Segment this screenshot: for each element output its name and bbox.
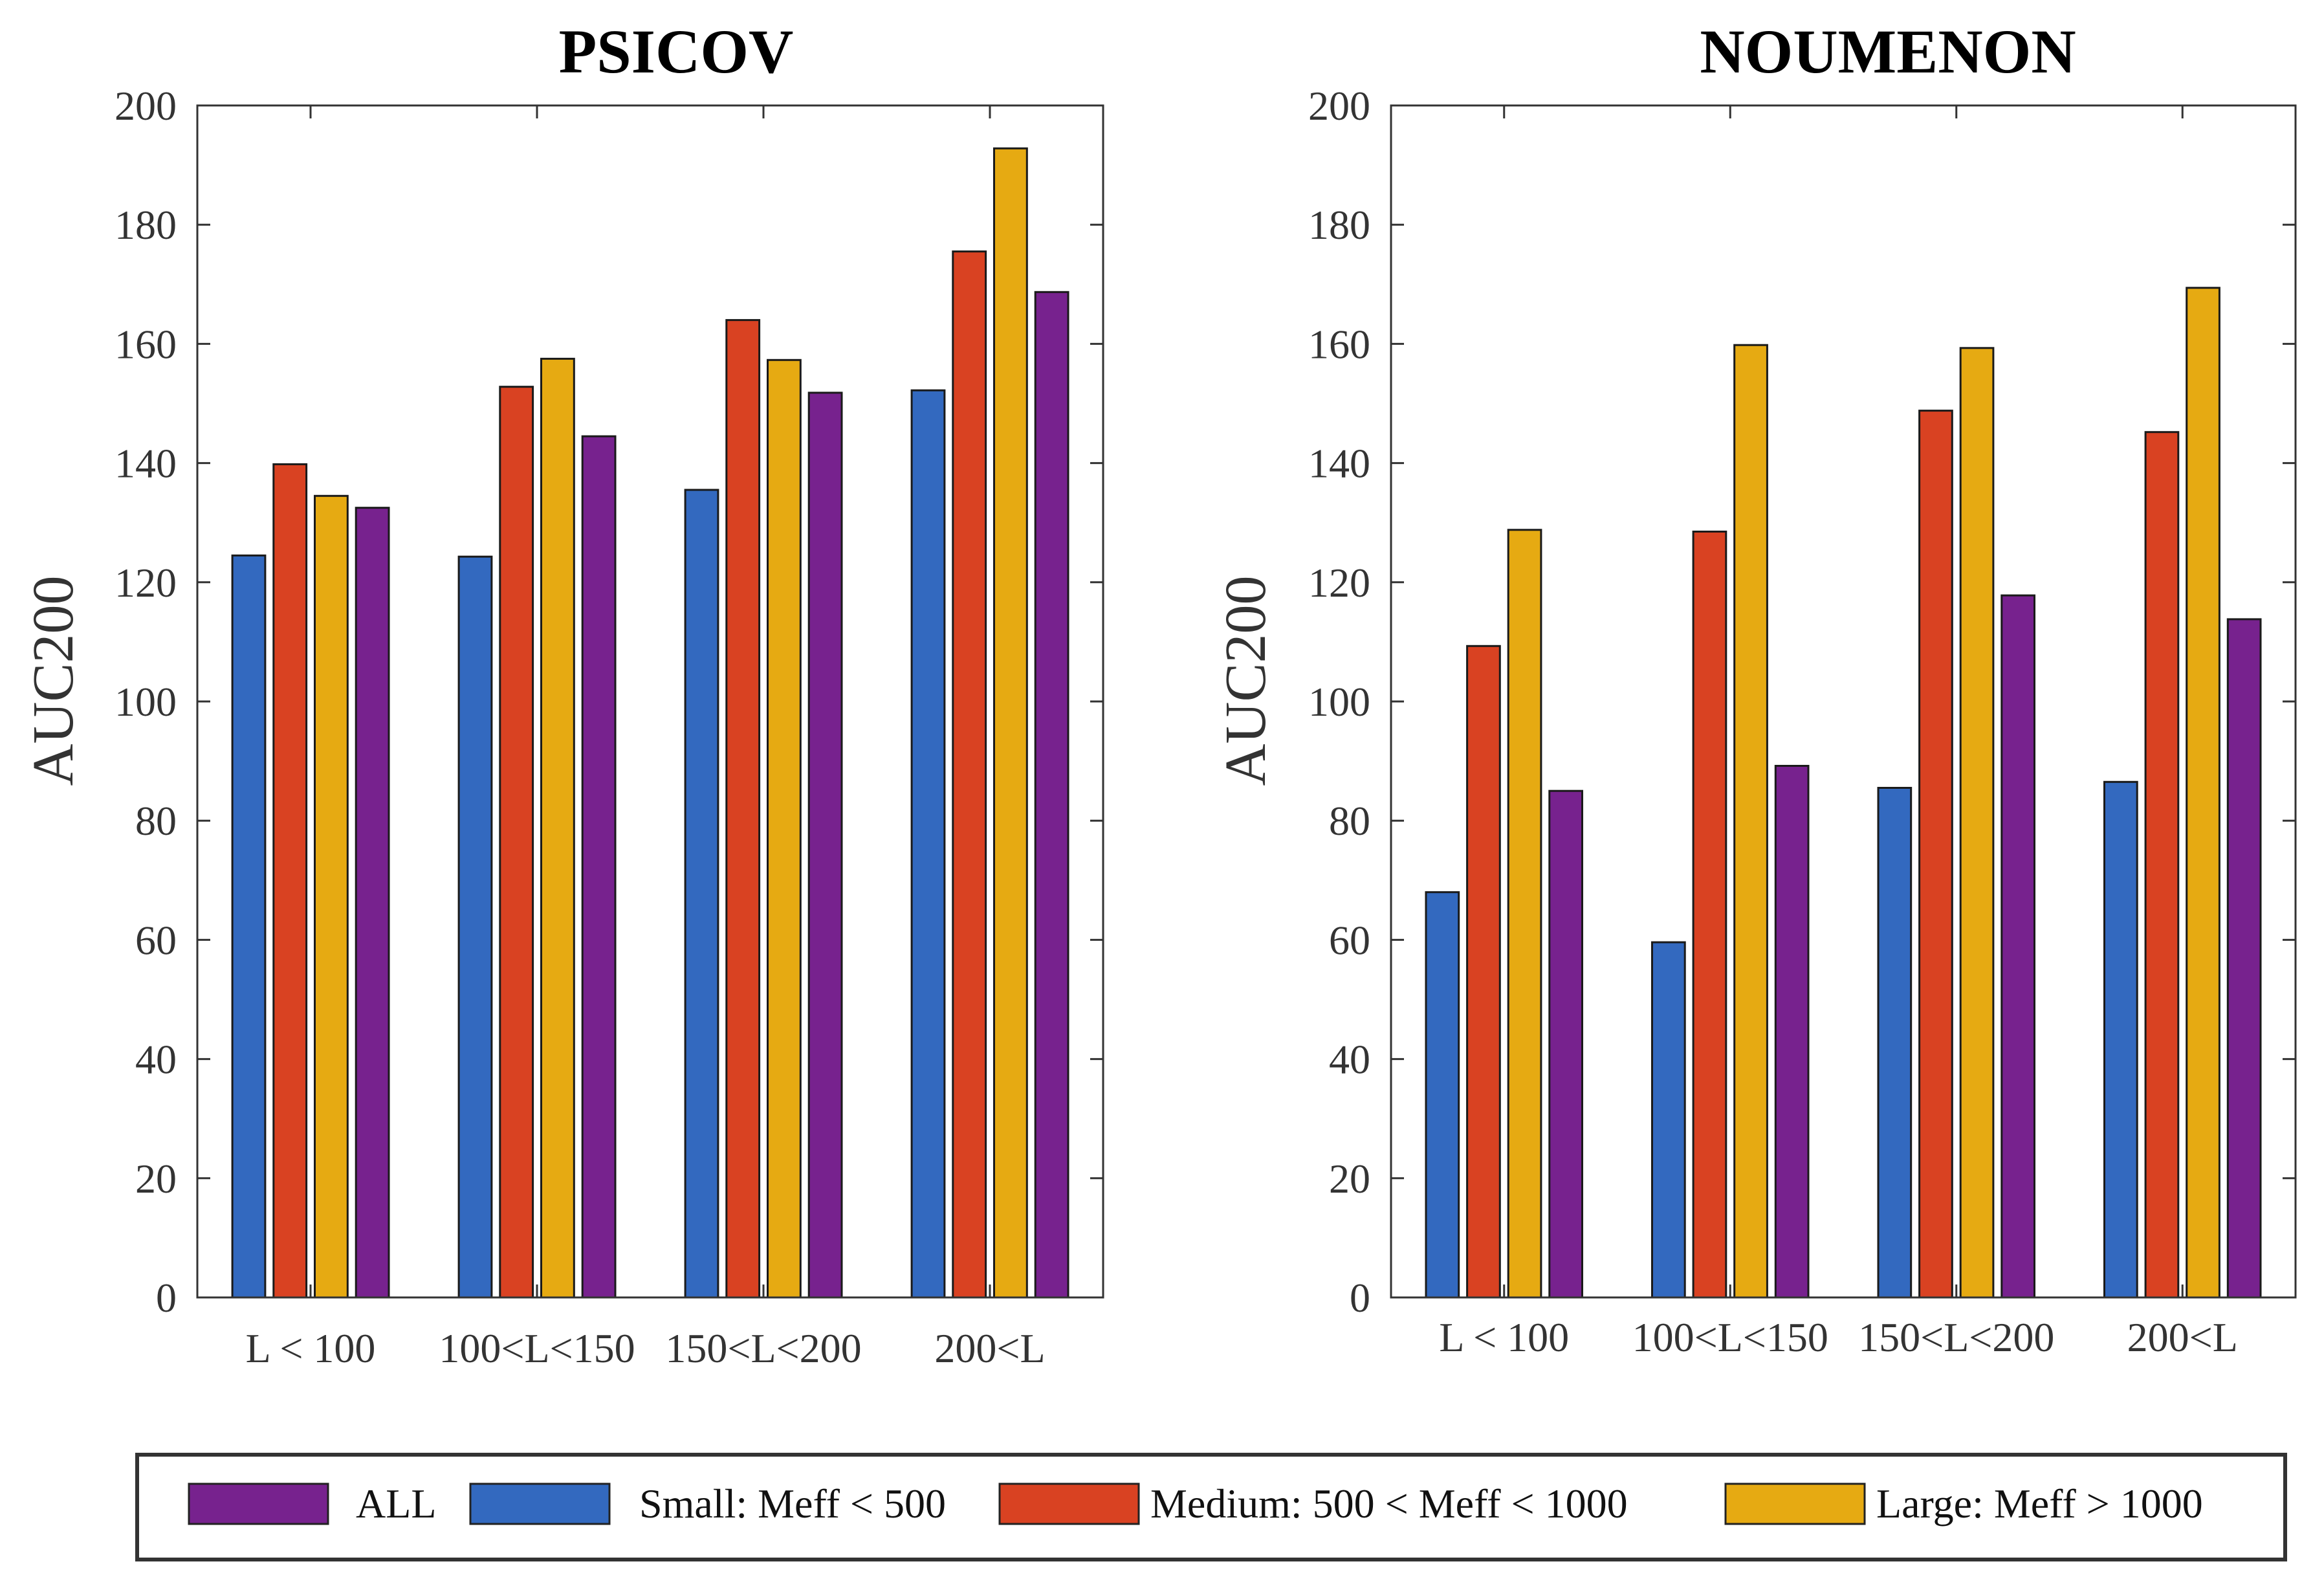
- bar-100-l-150-medium: [499, 386, 534, 1299]
- y-tick-label: 0: [1350, 1275, 1370, 1321]
- bar-l-100-small: [231, 554, 267, 1299]
- x-tick-label: 100<L<150: [1632, 1314, 1828, 1360]
- y-tick-label: 20: [1329, 1156, 1370, 1202]
- legend-entry-large: Large: Meff > 1000: [1724, 1481, 2203, 1527]
- y-tick-label: 160: [115, 321, 177, 367]
- plot-area: 0 20 40 60 80 100 120 140 160 180 200 L < 100 100<L<…: [115, 83, 1104, 1371]
- legend-label-medium: Medium: 500 < Meff < 1000: [1150, 1481, 1628, 1527]
- y-tick-label: 120: [115, 560, 177, 606]
- bar-150-l-200-small: [1877, 787, 1913, 1299]
- bar-200-l-large: [2186, 287, 2220, 1299]
- y-tick-label: 180: [1308, 202, 1370, 248]
- legend-label-small: Small: Meff < 500: [639, 1481, 946, 1527]
- x-tick-label: 200<L: [934, 1325, 1045, 1371]
- x-tick-label: L < 100: [246, 1325, 376, 1371]
- y-tick-label: 180: [115, 202, 177, 248]
- y-tick-label: 60: [135, 917, 177, 963]
- chart-title: NOUMENON: [1700, 17, 2076, 86]
- x-tick-label: 150<L<200: [1858, 1314, 2054, 1360]
- bar-l-100-small: [1425, 891, 1460, 1299]
- chart-title: PSICOV: [559, 17, 794, 86]
- y-axis-label: AUC200: [1214, 575, 1278, 786]
- bar-200-l-large: [993, 147, 1028, 1299]
- y-tick-label: 40: [135, 1037, 177, 1083]
- bar-200-l-medium: [2144, 431, 2180, 1299]
- bar-100-l-150-small: [457, 555, 493, 1299]
- y-tick-label: 80: [135, 798, 177, 844]
- bar-200-l-small: [910, 389, 946, 1299]
- bar-200-l-all: [1034, 291, 1069, 1299]
- y-tick-label: 120: [1308, 560, 1370, 606]
- legend-label-large: Large: Meff > 1000: [1876, 1481, 2203, 1527]
- x-tick-label: 100<L<150: [439, 1325, 635, 1371]
- bar-200-l-all: [2226, 618, 2262, 1299]
- bar-100-l-150-all: [581, 435, 617, 1299]
- bar-l-100-medium: [1466, 645, 1501, 1299]
- bar-l-100-large: [314, 494, 349, 1299]
- legend-swatch-medium: [998, 1483, 1140, 1525]
- y-axis-label: AUC200: [21, 575, 85, 786]
- legend-swatch-large: [1724, 1483, 1866, 1525]
- bar-150-l-200-medium: [725, 319, 761, 1299]
- plot-area: 0 20 40 60 80 100 120 140 160 180 200 L < 100 100<L<…: [1308, 83, 2297, 1360]
- y-tick-label: 140: [1308, 441, 1370, 487]
- bar-l-100-medium: [272, 463, 308, 1299]
- bar-150-l-200-medium: [1918, 410, 1953, 1299]
- x-tick-label: L < 100: [1439, 1314, 1569, 1360]
- bar-150-l-200-all: [2001, 594, 2036, 1299]
- bar-150-l-200-large: [1959, 347, 1995, 1299]
- y-tick-label: 200: [115, 83, 177, 129]
- legend-swatch-small: [469, 1483, 611, 1525]
- y-tick-label: 200: [1308, 83, 1370, 129]
- x-tick-label: 150<L<200: [665, 1325, 861, 1371]
- bar-150-l-200-large: [767, 358, 802, 1299]
- bar-l-100-large: [1507, 529, 1542, 1299]
- y-tick-label: 100: [115, 679, 177, 725]
- y-tick-label: 80: [1329, 798, 1370, 844]
- bar-150-l-200-small: [684, 489, 719, 1299]
- bar-l-100-all: [1548, 789, 1584, 1299]
- legend: ALL Small: Meff < 500 Medium: 500 < Meff…: [135, 1453, 2287, 1561]
- bar-100-l-150-small: [1651, 941, 1686, 1299]
- y-tick-label: 60: [1329, 917, 1370, 963]
- bar-200-l-medium: [952, 250, 987, 1299]
- legend-swatch-all: [188, 1483, 329, 1525]
- y-tick-label: 160: [1308, 321, 1370, 367]
- bar-l-100-all: [355, 507, 390, 1299]
- bar-100-l-150-all: [1774, 765, 1810, 1299]
- y-tick-label: 40: [1329, 1037, 1370, 1083]
- bar-200-l-small: [2103, 780, 2138, 1299]
- bar-100-l-150-large: [540, 357, 575, 1299]
- bar-100-l-150-large: [1733, 344, 1768, 1299]
- x-tick-label: 200<L: [2127, 1314, 2238, 1360]
- bar-100-l-150-medium: [1692, 531, 1727, 1299]
- y-tick-label: 0: [156, 1275, 177, 1321]
- y-tick-label: 140: [115, 441, 177, 487]
- chart-noumenon: NOUMENON AUC200 0 20 40 60 80 100 120 140 160 180…: [1214, 17, 2297, 1360]
- y-tick-label: 20: [135, 1156, 177, 1202]
- legend-entry-small: Small: Meff < 500: [469, 1481, 946, 1527]
- legend-entry-medium: Medium: 500 < Meff < 1000: [998, 1481, 1628, 1527]
- legend-entry-all: ALL: [188, 1481, 436, 1527]
- legend-label-all: ALL: [356, 1481, 436, 1527]
- y-tick-label: 100: [1308, 679, 1370, 725]
- chart-psicov: PSICOV AUC200 0 20 40 60 80 100 120 140 160 180 20…: [21, 17, 1104, 1371]
- bar-150-l-200-all: [807, 391, 843, 1299]
